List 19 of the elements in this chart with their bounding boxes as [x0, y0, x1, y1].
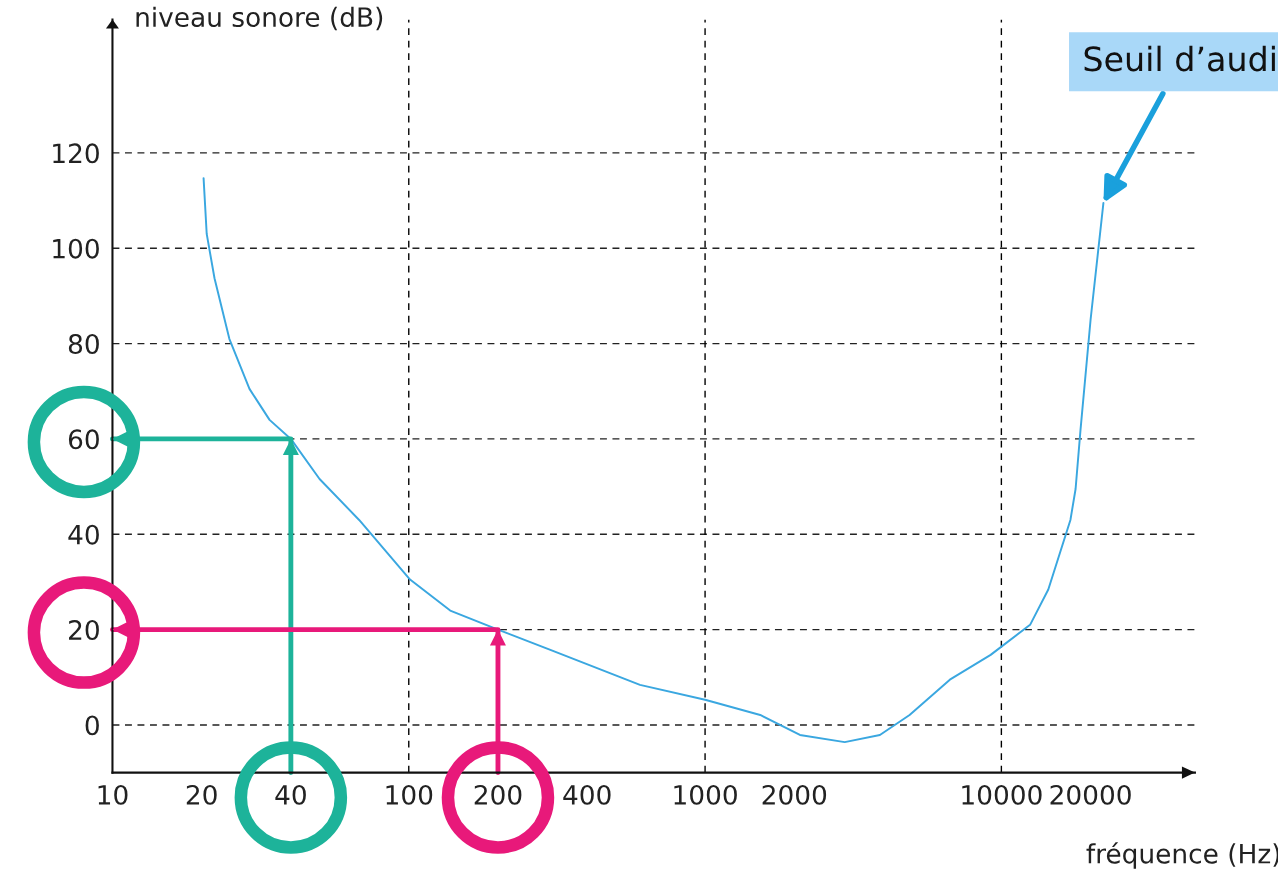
x-tick-label: 200	[474, 784, 522, 805]
y-tick-label: 80	[68, 334, 99, 354]
x-tick-label: 2000	[762, 784, 827, 805]
x-tick-label: 10	[98, 784, 128, 805]
x-tick-label: 100	[386, 784, 433, 805]
y-tick-label: 60	[68, 429, 99, 450]
x-tick-label: 400	[563, 784, 611, 805]
y-tick-label: 100	[53, 238, 99, 259]
y-axis-title: niveau sonore (dB)	[136, 6, 383, 31]
y-tick-label: 0	[85, 715, 99, 736]
y-tick-label: 40	[68, 524, 99, 545]
x-tick-label: 10000	[962, 784, 1042, 805]
x-tick-label: 1000	[674, 784, 737, 805]
x-tick-label: 40	[275, 784, 306, 805]
x-tick-label: 20000	[1050, 784, 1131, 805]
y-tick-label: 20	[69, 620, 99, 641]
x-tick-label: 20	[186, 784, 217, 805]
annotation: Seuil d’audi	[1084, 45, 1275, 72]
y-tick-label: 120	[53, 143, 99, 164]
